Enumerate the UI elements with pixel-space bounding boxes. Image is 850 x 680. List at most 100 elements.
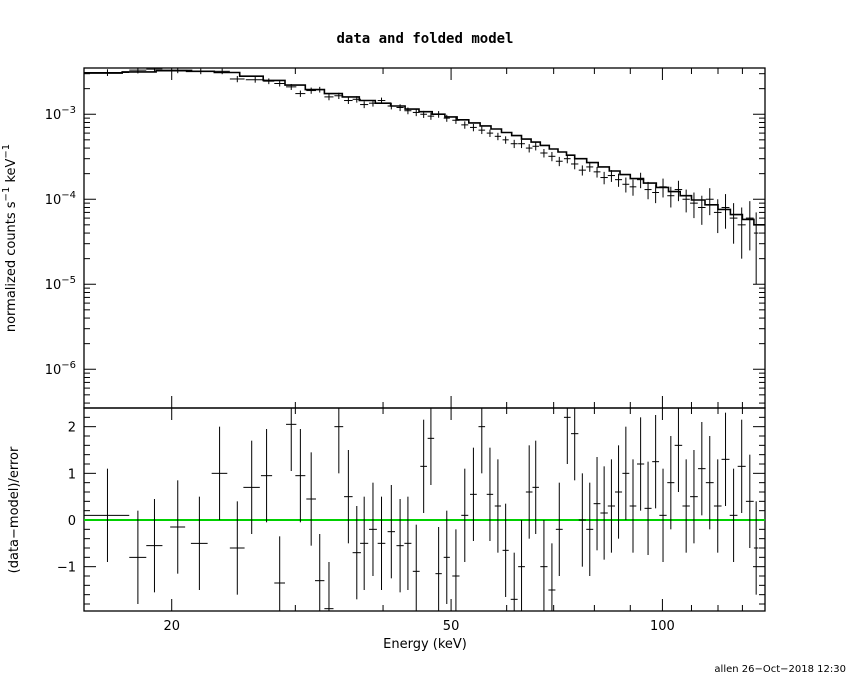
data-point	[427, 112, 435, 120]
data-point	[682, 189, 690, 213]
residual-point	[644, 461, 652, 555]
y-tick-label: 10−3	[45, 105, 76, 123]
data-point	[698, 195, 706, 225]
data-point	[214, 68, 230, 75]
data-point	[486, 129, 494, 137]
data-point	[387, 102, 396, 110]
data-point	[420, 110, 427, 118]
data-point	[502, 136, 509, 144]
residual-point	[315, 534, 325, 611]
residual-point	[170, 480, 186, 574]
x-axis-label: Energy (keV)	[383, 637, 467, 652]
data-point	[745, 201, 754, 251]
data-point	[396, 104, 404, 112]
residual-point	[420, 419, 427, 513]
y-tick-label: 0	[68, 514, 76, 529]
data-point	[629, 179, 637, 196]
y-tick-label: 10−4	[45, 190, 76, 208]
residual-point	[469, 447, 477, 541]
residual-point	[387, 485, 396, 579]
residual-point	[452, 529, 460, 611]
residual-point	[593, 457, 601, 551]
data-point	[713, 199, 722, 234]
residual-point	[352, 506, 361, 600]
residual-point	[344, 450, 353, 544]
residual-point	[540, 520, 548, 611]
data-point	[263, 78, 275, 85]
residual-point	[629, 459, 637, 553]
residual-point	[615, 445, 623, 539]
y-tick-label: −1	[57, 561, 76, 576]
y-tick-label: 10−5	[45, 275, 76, 293]
residual-point	[571, 408, 579, 481]
residual-point	[659, 468, 667, 562]
data-point	[494, 132, 502, 141]
residual-point	[548, 543, 556, 611]
y-tick-label: 10−6	[45, 360, 76, 378]
data-point	[555, 156, 563, 167]
residual-point	[84, 468, 130, 562]
x-tick-label: 50	[443, 619, 460, 634]
residual-point	[532, 440, 539, 534]
data-point	[162, 68, 193, 74]
data-point	[622, 177, 630, 193]
residual-point	[745, 454, 754, 548]
data-point	[286, 83, 297, 90]
residual-point	[510, 552, 518, 611]
data-point	[461, 121, 469, 129]
data-point	[229, 75, 245, 83]
residual-point	[555, 482, 563, 576]
residual-point	[622, 426, 630, 520]
x-tick-label: 100	[650, 619, 675, 634]
data-point	[729, 203, 738, 244]
data-point	[600, 171, 608, 185]
residual-point	[586, 482, 594, 576]
residual-frame	[83, 407, 766, 612]
residual-point	[412, 524, 420, 611]
residual-point	[461, 468, 469, 562]
data-point	[377, 97, 386, 104]
data-point	[652, 184, 660, 204]
data-point	[510, 139, 518, 149]
residual-point	[607, 459, 616, 553]
residual-point	[211, 426, 228, 520]
residual-y-ticks: −1 0 1 2	[57, 416, 765, 605]
residual-point	[721, 412, 730, 506]
data-point	[478, 126, 486, 135]
residual-point	[729, 468, 738, 562]
data-point	[563, 154, 571, 164]
residual-point	[682, 459, 690, 553]
spectrum-y-label: normalized counts s−1 keV−1	[1, 144, 19, 332]
residual-point	[698, 422, 706, 516]
data-point	[129, 68, 147, 74]
residual-point	[578, 473, 586, 567]
data-point	[593, 166, 601, 178]
footer-timestamp: allen 26−Oct−2018 12:30	[714, 664, 846, 675]
model-step-line	[84, 69, 765, 226]
y-tick-label: 1	[68, 467, 76, 482]
data-point	[274, 80, 285, 87]
data-point	[404, 107, 412, 115]
data-point	[84, 69, 130, 76]
data-point	[352, 96, 361, 103]
residual-point	[295, 429, 306, 523]
data-point	[146, 68, 163, 73]
y-tick-label: 2	[68, 421, 76, 436]
residual-point	[636, 417, 645, 511]
residual-point	[229, 501, 245, 595]
residual-point	[563, 408, 571, 464]
data-point	[532, 142, 539, 151]
residual-point	[396, 499, 404, 593]
residual-point	[753, 501, 759, 595]
data-point	[659, 178, 667, 198]
data-point	[705, 188, 714, 216]
residual-panel: −1 0 1 2 2 0 50 100	[57, 407, 766, 634]
data-point	[443, 114, 450, 122]
residual-point	[190, 496, 208, 590]
residual-x-ticks: 20 50 100	[163, 408, 766, 634]
data-point	[644, 181, 652, 200]
data-point	[315, 86, 325, 93]
data-point	[245, 76, 265, 83]
chart-title: data and folded model	[336, 31, 513, 47]
